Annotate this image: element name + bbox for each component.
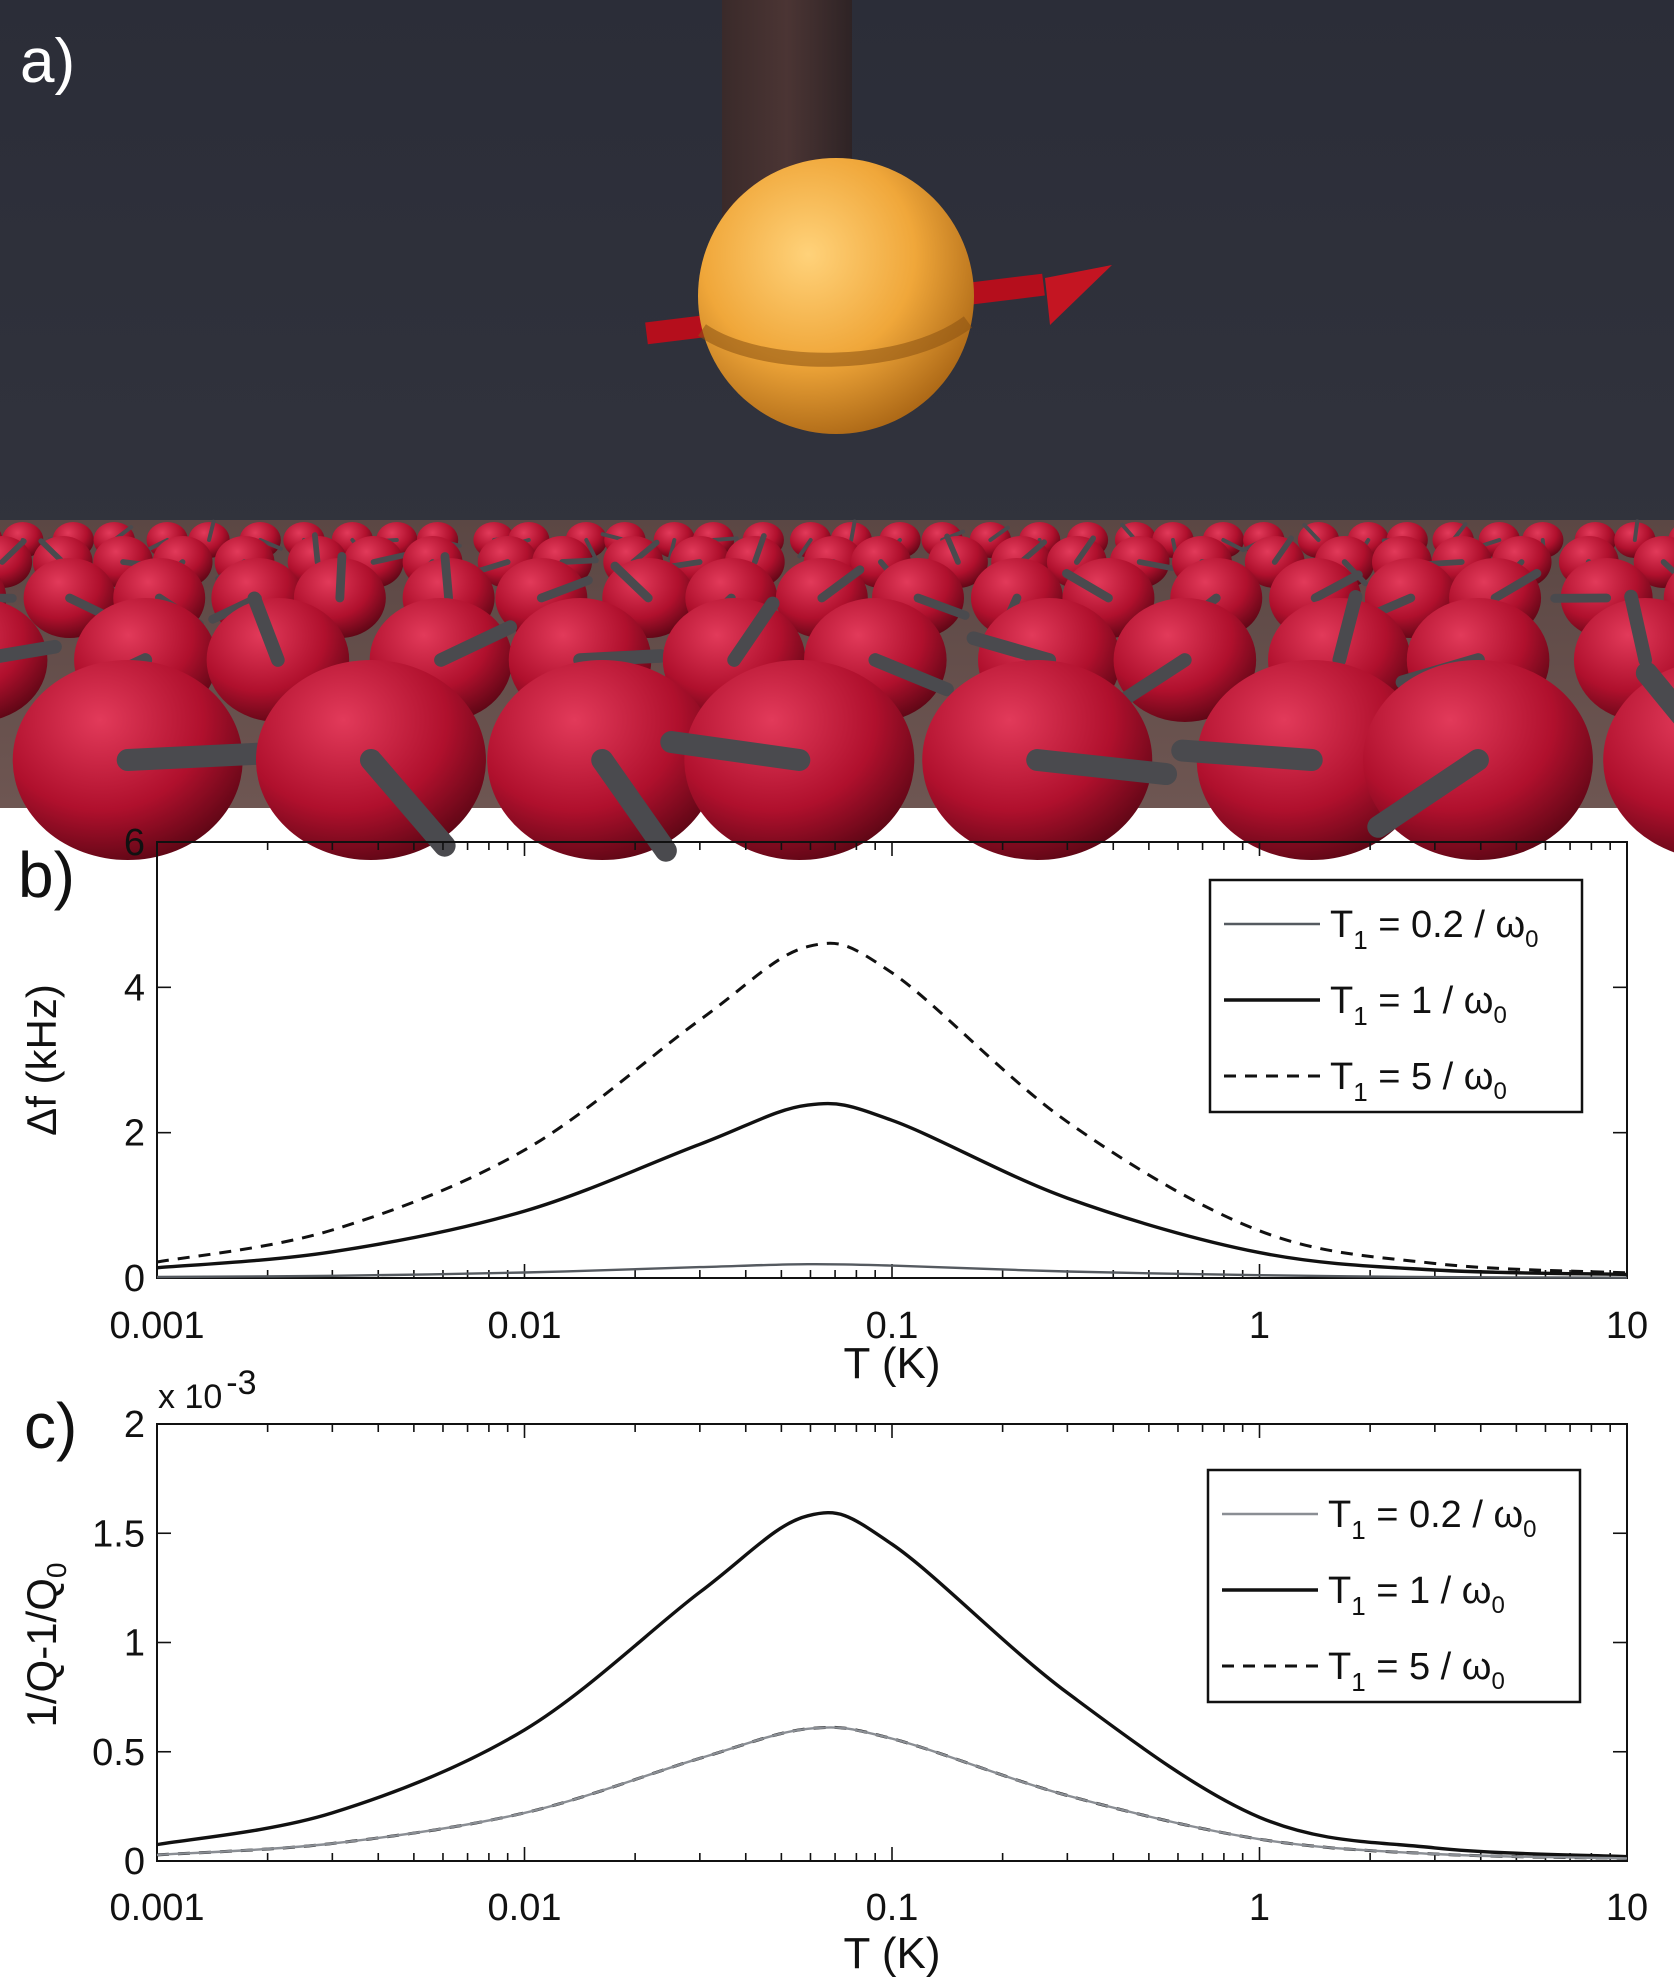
x-tick-labels: 0.001 0.01 0.1 1 10 [109,1305,1648,1347]
legend: T1 = 0.2 / ω0 T1 = 1 / ω0 T1 = 5 / ω0 [1208,878,1584,1114]
series-line [156,1101,1628,1277]
legend-label: T1 = 1 / ω0 [1330,980,1507,1031]
legend-box [1208,878,1584,1114]
y-tick-labels: 0 0.5 1 1.5 2 [92,1404,145,1883]
y-axis-label-sub: 0 [41,1563,72,1579]
legend: T1 = 0.2 / ω0 T1 = 1 / ω0 T1 = 5 / ω0 [1206,1468,1582,1704]
y-axis-multiplier: x 10 -3 [158,1364,257,1416]
surface-spin [660,660,915,860]
x-tick-label: 0.001 [109,1887,204,1929]
legend-label: T1 = 0.2 / ω0 [1330,904,1539,955]
surface-spin [12,660,269,860]
panel-label-a: a) [20,27,75,96]
y-tick-label: 2 [124,1113,145,1155]
y-tick-label: 1.5 [92,1513,145,1555]
legend-entries: T1 = 0.2 / ω0 T1 = 1 / ω0 T1 = 5 / ω0 [1222,1494,1537,1697]
legend-entry: T1 = 1 / ω0 [1222,1570,1505,1621]
y-tick-labels: 0 2 4 6 [124,822,145,1300]
surface-spin [1171,660,1427,860]
surface-spin [1113,598,1257,722]
surface-spin [0,536,33,588]
surface-spin-lattice [0,519,1674,862]
surface-spin [1603,662,1674,853]
legend-label: T1 = 5 / ω0 [1328,1646,1505,1697]
legend-label: T1 = 5 / ω0 [1330,1056,1507,1107]
legend-entry: T1 = 5 / ω0 [1222,1646,1505,1697]
y-tick-label: 6 [124,822,145,864]
legend-entry: T1 = 5 / ω0 [1224,1056,1507,1107]
y-tick-label: 4 [124,967,145,1009]
panel-a-illustration: a) [0,0,1674,862]
y-tick-label: 0 [124,1841,145,1883]
y-tick-label: 2 [124,1404,145,1446]
panel-b-frequency-shift-chart: b) 0.001 0.01 0.1 1 10 0 2 4 6 T (K) Δf (kHz) T… [18,822,1648,1388]
legend-label: T1 = 0.2 / ω0 [1328,1494,1537,1545]
grid-and-ticks [156,1423,1627,1862]
y-axis-label: 1/Q-1/Q0 [18,1563,72,1728]
x-tick-label: 0.1 [866,1887,919,1929]
series-line [156,1726,1628,1860]
x-axis-label: T (K) [844,1339,941,1388]
x-tick-label: 10 [1606,1887,1648,1929]
x-tick-label: 0.001 [109,1305,204,1347]
surface-spin [255,660,486,860]
legend-entries: T1 = 0.2 / ω0 T1 = 1 / ω0 T1 = 5 / ω0 [1224,904,1539,1107]
legend-box [1206,1468,1582,1704]
y-tick-label: 0.5 [92,1732,145,1774]
x-tick-label: 1 [1249,1887,1270,1929]
x-tick-label: 0.01 [488,1887,562,1929]
surface-spin [1362,660,1593,860]
y-axis-label: Δf (kHz) [18,984,65,1136]
series-line [156,1262,1628,1279]
legend-entry: T1 = 0.2 / ω0 [1222,1494,1537,1545]
x-axis-label: T (K) [844,1929,941,1978]
x-tick-label: 0.1 [866,1305,919,1347]
x-tick-label: 1 [1249,1305,1270,1347]
panel-label-c: c) [24,1390,77,1462]
x-tick-labels: 0.001 0.01 0.1 1 10 [109,1887,1648,1929]
y-tick-label: 0 [124,1258,145,1300]
x-tick-label: 0.01 [488,1305,562,1347]
surface-spin [487,660,718,862]
legend-label: T1 = 1 / ω0 [1328,1570,1505,1621]
series-line [156,941,1628,1275]
panel-label-b: b) [18,839,75,911]
panel-c-dissipation-chart: c) 0.001 0.01 0.1 1 10 0 0.5 1 1.5 2 T (K) 1/Q-1… [18,1364,1648,1978]
legend-entry: T1 = 0.2 / ω0 [1224,904,1539,955]
data-series [156,1511,1628,1860]
series-line [156,1511,1628,1859]
y-axis-label-main: 1/Q-1/Q [18,1578,65,1727]
y-multiplier-exp: -3 [226,1364,256,1402]
x-tick-label: 10 [1606,1305,1648,1347]
surface-spin [0,601,62,719]
data-series [156,941,1628,1279]
surface-spin [922,660,1178,860]
y-multiplier-main: x 10 [158,1378,222,1416]
legend-entry: T1 = 1 / ω0 [1224,980,1507,1031]
y-tick-label: 1 [124,1623,145,1665]
probe-sphere [698,158,974,434]
